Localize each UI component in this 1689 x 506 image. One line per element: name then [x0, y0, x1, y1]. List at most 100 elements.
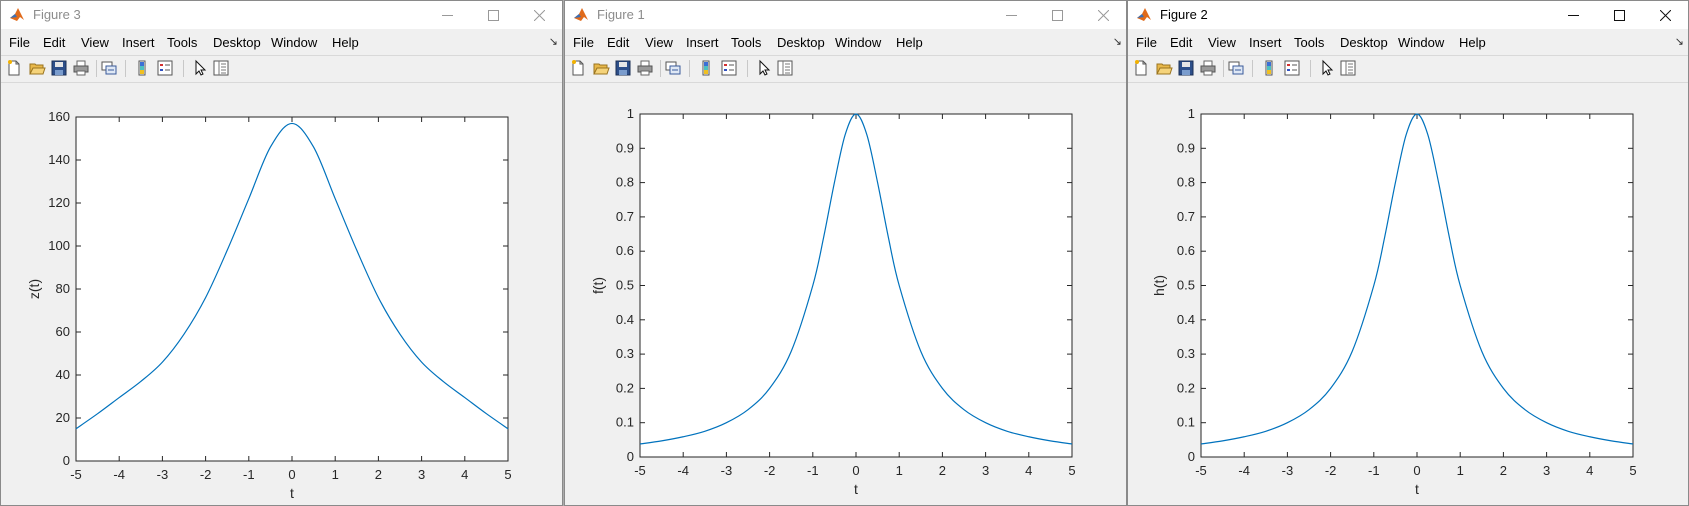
divider: [1, 82, 562, 83]
property-inspector-icon[interactable]: [1339, 59, 1357, 77]
save-icon[interactable]: [1177, 59, 1195, 77]
menu-edit[interactable]: Edit: [607, 35, 630, 50]
x-tick-label: 2: [939, 463, 946, 478]
dock-arrow-icon[interactable]: ↘: [1674, 36, 1684, 48]
menu-view[interactable]: View: [1208, 35, 1236, 50]
close-button[interactable]: [1642, 1, 1688, 29]
menu-bar: File Edit View Insert Tools Desktop Window Help…: [565, 31, 1126, 53]
menu-tools[interactable]: Tools: [1294, 35, 1325, 50]
dock-arrow-icon[interactable]: ↘: [1112, 36, 1122, 48]
insert-legend-icon[interactable]: [156, 59, 174, 77]
window-title: Figure 1: [597, 7, 645, 22]
matlab-logo-icon: [9, 7, 25, 23]
maximize-button[interactable]: [1596, 1, 1642, 29]
menu-insert[interactable]: Insert: [122, 35, 155, 50]
menu-desktop[interactable]: Desktop: [1340, 35, 1388, 50]
new-figure-icon[interactable]: [5, 59, 23, 77]
new-figure-icon[interactable]: [1132, 59, 1150, 77]
link-plot-icon[interactable]: [100, 59, 118, 77]
save-icon[interactable]: [50, 59, 68, 77]
maximize-button[interactable]: [1034, 1, 1080, 29]
insert-legend-icon[interactable]: [1283, 59, 1301, 77]
figure-window[interactable]: Figure 2 File Edit View Insert Tools Desktop Wi…: [1127, 0, 1689, 506]
y-tick-label: 100: [48, 238, 70, 253]
x-tick-label: 1: [896, 463, 903, 478]
figure-window[interactable]: Figure 1 File Edit View Insert Tools Desktop Wi…: [564, 0, 1127, 506]
new-figure-icon[interactable]: [569, 59, 587, 77]
toolbar-separator: [1310, 60, 1311, 77]
toolbar-separator: [747, 60, 748, 77]
menu-file[interactable]: File: [573, 35, 594, 50]
x-axis-label: t: [1415, 481, 1419, 497]
link-plot-icon[interactable]: [664, 59, 682, 77]
open-file-icon[interactable]: [592, 59, 610, 77]
x-tick-label: 1: [1457, 463, 1464, 478]
maximize-button[interactable]: [470, 1, 516, 29]
plot-svg: -5 -4 -3 -2 -1 0 1 2 3 4 5 0 20 40 60 80 100 120 140 160 t z(…: [26, 109, 512, 501]
menu-tools[interactable]: Tools: [167, 35, 198, 50]
menu-view[interactable]: View: [81, 35, 109, 50]
edit-plot-icon[interactable]: [191, 59, 209, 77]
menu-edit[interactable]: Edit: [1170, 35, 1193, 50]
plot-svg: -5 -4 -3 -2 -1 0 1 2 3 4 5 0 0.1 0.2 0.3 0.4 0.5 0.6 0.7 0.…: [1151, 106, 1637, 497]
menu-help[interactable]: Help: [332, 35, 359, 50]
print-icon[interactable]: [1199, 59, 1217, 77]
x-tick-label: 0: [852, 463, 859, 478]
menu-help[interactable]: Help: [1459, 35, 1486, 50]
property-inspector-icon[interactable]: [212, 59, 230, 77]
minimize-button[interactable]: [988, 1, 1034, 29]
menu-window[interactable]: Window: [835, 35, 882, 50]
title-bar[interactable]: Figure 3: [1, 1, 562, 29]
minimize-button[interactable]: [1550, 1, 1596, 29]
print-icon[interactable]: [636, 59, 654, 77]
menu-file[interactable]: File: [1136, 35, 1157, 50]
maximize-icon: [1614, 10, 1625, 21]
menu-edit[interactable]: Edit: [43, 35, 66, 50]
x-tick-label: -5: [70, 467, 82, 482]
close-button[interactable]: [516, 1, 562, 29]
minimize-button[interactable]: [424, 1, 470, 29]
x-tick-label: -3: [1282, 463, 1294, 478]
x-tick-label: 4: [1025, 463, 1032, 478]
edit-plot-icon[interactable]: [755, 59, 773, 77]
menu-window[interactable]: Window: [1398, 35, 1445, 50]
title-bar[interactable]: Figure 1: [565, 1, 1126, 29]
menu-file[interactable]: File: [9, 35, 30, 50]
y-tick-label: 0.3: [616, 346, 634, 361]
menu-desktop[interactable]: Desktop: [777, 35, 825, 50]
insert-colorbar-icon[interactable]: [133, 59, 151, 77]
print-icon[interactable]: [72, 59, 90, 77]
menu-insert[interactable]: Insert: [1249, 35, 1282, 50]
title-bar[interactable]: Figure 2: [1128, 1, 1688, 29]
x-tick-label: 3: [982, 463, 989, 478]
y-tick-label: 0.2: [616, 380, 634, 395]
dock-arrow-icon[interactable]: ↘: [548, 36, 558, 48]
close-button[interactable]: [1080, 1, 1126, 29]
y-tick-label: 0.9: [1177, 140, 1195, 155]
menu-bar: File Edit View Insert Tools Desktop Window Help…: [1128, 31, 1688, 53]
edit-plot-icon[interactable]: [1318, 59, 1336, 77]
open-file-icon[interactable]: [28, 59, 46, 77]
y-tick-label: 40: [56, 367, 70, 382]
menu-view[interactable]: View: [645, 35, 673, 50]
link-plot-icon[interactable]: [1227, 59, 1245, 77]
menu-help[interactable]: Help: [896, 35, 923, 50]
y-tick-label: 0: [63, 453, 70, 468]
menu-desktop[interactable]: Desktop: [213, 35, 261, 50]
matlab-logo-icon: [573, 7, 589, 23]
menu-window[interactable]: Window: [271, 35, 318, 50]
figure-toolbar: [565, 57, 1126, 81]
open-file-icon[interactable]: [1155, 59, 1173, 77]
save-icon[interactable]: [614, 59, 632, 77]
plot-axes-box: [1200, 113, 1634, 458]
property-inspector-icon[interactable]: [776, 59, 794, 77]
divider: [1128, 55, 1688, 56]
y-tick-label: 0.5: [616, 278, 634, 293]
insert-legend-icon[interactable]: [720, 59, 738, 77]
menu-tools[interactable]: Tools: [731, 35, 762, 50]
menu-insert[interactable]: Insert: [686, 35, 719, 50]
figure-window[interactable]: Figure 3 File Edit View Insert Tools Desktop Wi…: [0, 0, 563, 506]
insert-colorbar-icon[interactable]: [1260, 59, 1278, 77]
insert-colorbar-icon[interactable]: [697, 59, 715, 77]
y-tick-label: 0: [1188, 449, 1195, 464]
